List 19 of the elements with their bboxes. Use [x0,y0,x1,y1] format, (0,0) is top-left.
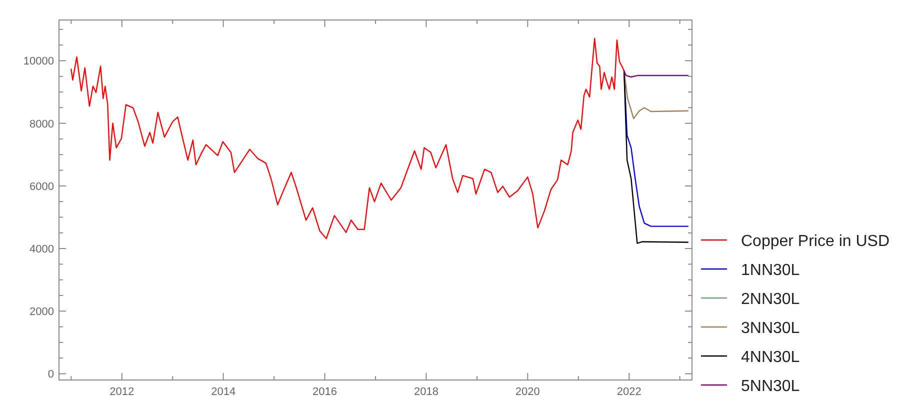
legend-label: 3NN30L [741,320,800,337]
y-tick-label: 2000 [30,306,54,318]
legend-label: 2NN30L [741,291,800,308]
x-tick-label: 2022 [616,386,642,398]
x-tick-label: 2016 [312,386,338,398]
legend-label: 5NN30L [741,378,800,395]
legend-label: 1NN30L [741,262,800,279]
legend-label: Copper Price in USD [741,233,890,250]
y-tick-label: 8000 [30,118,54,130]
y-tick-label: 0 [48,368,54,381]
y-tick-label: 4000 [30,244,54,256]
x-tick-label: 2014 [211,386,236,398]
legend-label: 4NN30L [741,349,800,366]
y-tick-label: 10000 [23,56,54,68]
x-tick-label: 2012 [110,386,134,398]
y-tick-label: 6000 [30,180,54,193]
x-tick-label: 2020 [515,386,540,398]
line-series [70,38,625,240]
x-tick-label: 2018 [414,386,438,398]
